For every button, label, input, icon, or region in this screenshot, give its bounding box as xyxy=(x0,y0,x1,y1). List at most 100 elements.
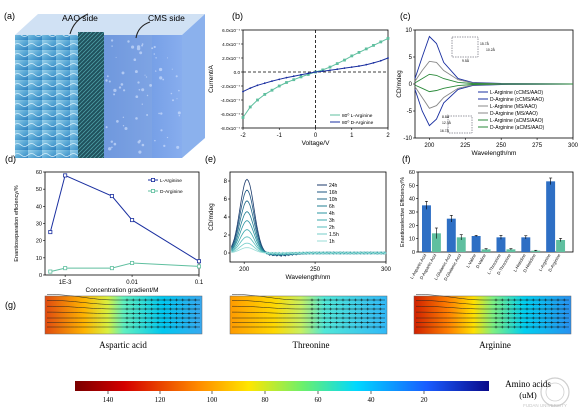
c-xtick-label: 275 xyxy=(532,143,543,149)
d-point xyxy=(63,173,68,178)
d-legend-label: D-Arginine xyxy=(160,189,183,195)
f-bar xyxy=(546,181,556,252)
d-xlabel: Concentration gradient/M xyxy=(86,287,159,294)
cms-dot xyxy=(122,116,125,118)
e-ylabel: CD/mdeg xyxy=(208,203,215,231)
cms-dot xyxy=(111,45,113,47)
b-point xyxy=(343,58,346,62)
panel-g-label: (g) xyxy=(5,300,16,310)
c-xtick-label: 200 xyxy=(424,143,435,149)
b-point xyxy=(358,65,360,67)
cms-dot xyxy=(155,70,157,72)
colorbar-tick-label: 140 xyxy=(103,396,114,404)
cms-dot xyxy=(151,47,154,50)
seal-outer-ring xyxy=(540,377,570,407)
b-point xyxy=(271,80,273,82)
d-ytick-label: 60 xyxy=(36,170,42,176)
d-ytick-label: 10 xyxy=(36,256,42,262)
d-ytick-label: 50 xyxy=(36,187,42,193)
cms-dot xyxy=(108,80,111,83)
cms-dot xyxy=(105,79,108,82)
e-xtick-label: 250 xyxy=(310,267,321,273)
b-legend-label: 80⁰ L-Arginine xyxy=(342,113,373,119)
b-legend-label: 80⁰ D-Arginine xyxy=(342,120,374,126)
cms-dot xyxy=(158,67,163,72)
b-ytick-label: -6.0x10⁻⁷ xyxy=(221,112,241,117)
b-point xyxy=(357,51,361,54)
sim-streamline xyxy=(46,305,200,310)
b-point xyxy=(372,44,375,47)
f-bar xyxy=(521,237,531,252)
b-point xyxy=(379,40,383,44)
b-point xyxy=(379,59,382,62)
b-point xyxy=(263,93,267,96)
colorbar-unit: (uM) xyxy=(519,390,537,400)
b-ytick-label: -2.0x10⁻⁷ xyxy=(221,84,241,89)
b-point xyxy=(306,73,310,76)
e-legend-label: 3h xyxy=(329,218,335,224)
colorbar-tick-label: 40 xyxy=(368,396,376,404)
cms-dot xyxy=(154,139,156,142)
e-legend-label: 10h xyxy=(329,197,338,203)
f-bar xyxy=(506,249,516,252)
c-inset-label: 12.3Å xyxy=(442,120,452,125)
b-point xyxy=(242,90,244,93)
cms-dot xyxy=(122,89,126,92)
f-bar xyxy=(496,237,506,252)
cms-dot xyxy=(136,45,141,49)
f-ytick-label: 0 xyxy=(412,250,415,256)
c-ytick-label: 10 xyxy=(405,28,412,34)
sim-streamline xyxy=(46,300,200,305)
cms-dot xyxy=(159,76,163,80)
cms-dot xyxy=(153,53,156,55)
cms-dot xyxy=(138,88,141,91)
cms-dots xyxy=(105,39,181,154)
cms-dot xyxy=(139,51,143,55)
b-ytick-label: 0.0 xyxy=(234,70,241,75)
cms-dot xyxy=(113,88,117,93)
cms-dot xyxy=(141,143,145,147)
b-point xyxy=(387,57,389,59)
colorbar-ticks: 140 120 100 80 60 40 20 xyxy=(103,391,428,404)
b-point xyxy=(329,69,331,72)
cms-dot xyxy=(110,39,114,42)
c-ylabel: CD/mdeg xyxy=(396,70,403,98)
f-bar xyxy=(481,249,491,252)
b-point xyxy=(248,105,252,109)
b-xlabel: Voltage/V xyxy=(302,140,330,147)
panel-b-label: (b) xyxy=(232,11,243,21)
colorbar xyxy=(75,381,489,391)
d-xtick-label: 1E-3 xyxy=(59,280,72,286)
b-point xyxy=(321,68,325,72)
e-legend-label: 6h xyxy=(329,204,335,210)
b-point xyxy=(364,47,368,51)
b-point xyxy=(256,84,259,87)
e-xlabel: Wavelength/nm xyxy=(286,274,331,281)
cms-dot xyxy=(116,120,119,123)
sim-arginine-field xyxy=(414,296,571,334)
sim-streamline xyxy=(415,305,569,310)
aao-side-label: AAO side xyxy=(62,13,98,23)
cms-dot xyxy=(175,75,178,78)
cms-dot xyxy=(110,140,114,143)
c-inset-label: 15.7Å xyxy=(480,41,490,46)
aao-side-arrow xyxy=(69,13,89,35)
b-point xyxy=(307,72,310,75)
c-legend-label: D-Arginine (MS/AAO) xyxy=(490,111,538,117)
aao-layer xyxy=(78,32,104,158)
b-ytick-label: 4.0x10⁻⁷ xyxy=(222,42,240,47)
cms-dot xyxy=(138,150,142,154)
c-xtick-label: 225 xyxy=(460,143,471,149)
e-xtick-label: 200 xyxy=(239,267,250,273)
panel-f-label: (f) xyxy=(402,154,411,164)
b-point xyxy=(292,78,296,82)
c-legend-label: D-Arginine (aCMS/AAO) xyxy=(490,125,545,131)
cms-dot xyxy=(108,147,112,151)
cms-dot xyxy=(141,88,145,92)
c-legend-label: D-Arginine (cCMS/AAO) xyxy=(490,97,544,103)
colorbar-tick-label: 80 xyxy=(262,396,270,404)
b-point xyxy=(350,66,353,68)
d-point xyxy=(130,218,135,223)
sim-streamline xyxy=(231,294,385,301)
panel-c-label: (c) xyxy=(400,11,411,21)
